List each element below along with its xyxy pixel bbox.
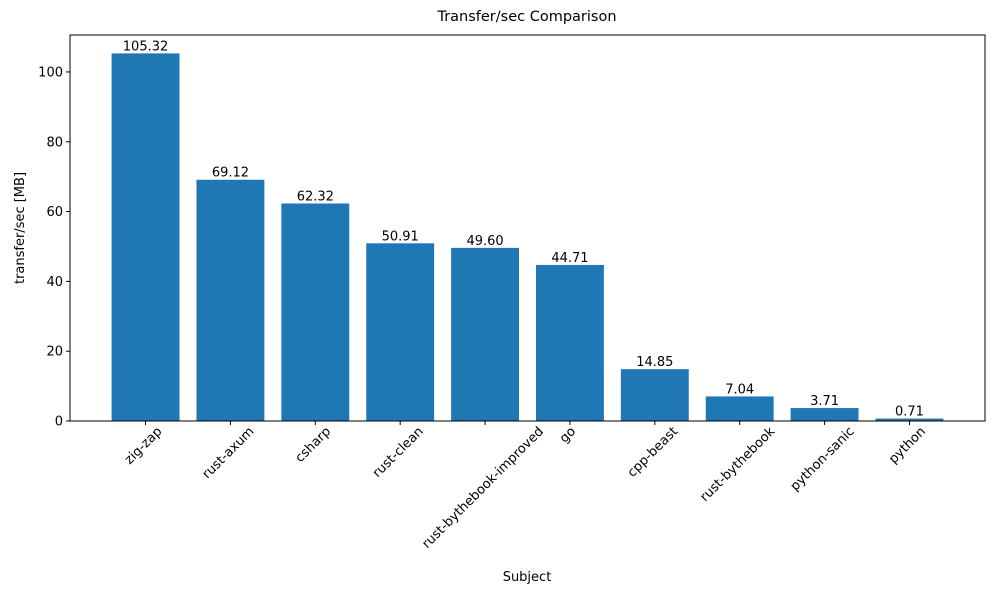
- bar: [620, 369, 689, 421]
- x-axis-label: Subject: [503, 570, 552, 585]
- x-tick-label: python-sanic: [788, 424, 858, 494]
- bar: [875, 418, 944, 421]
- value-label: 44.71: [551, 251, 588, 266]
- value-label: 14.85: [636, 355, 673, 370]
- value-label: 105.32: [123, 39, 169, 54]
- value-label: 50.91: [382, 229, 419, 244]
- value-label: 49.60: [466, 234, 503, 249]
- x-tick-label: rust-bythebook: [697, 424, 778, 505]
- bar: [111, 53, 180, 421]
- value-label: 62.32: [297, 189, 334, 204]
- x-tick-label: cpp-beast: [625, 424, 681, 480]
- y-tick-label: 100: [38, 65, 63, 80]
- value-label: 69.12: [212, 166, 249, 181]
- value-label: 7.04: [725, 382, 754, 397]
- x-tick-label: rust-clean: [370, 424, 427, 481]
- x-tick-label: python: [886, 424, 929, 467]
- bar: [281, 203, 350, 421]
- value-label: 3.71: [810, 394, 839, 409]
- y-tick-label: 80: [46, 135, 63, 150]
- y-tick-label: 60: [46, 205, 63, 220]
- bar: [451, 247, 520, 421]
- value-label: 0.71: [895, 405, 924, 420]
- x-tick-label: csharp: [293, 424, 335, 466]
- x-tick-label: rust-bythebook-improved: [419, 424, 546, 551]
- bar: [535, 264, 604, 421]
- y-tick-label: 20: [46, 345, 63, 360]
- y-tick-label: 0: [55, 415, 63, 430]
- bar: [705, 396, 774, 421]
- plot-frame: [69, 34, 986, 422]
- x-tick-label: zig-zap: [122, 424, 165, 467]
- x-tick-label: rust-axum: [200, 424, 258, 482]
- bar: [196, 179, 265, 421]
- x-tick-label: go: [557, 424, 579, 446]
- chart-title: Transfer/sec Comparison: [436, 9, 616, 25]
- bar: [790, 408, 859, 421]
- y-tick-label: 40: [46, 275, 63, 290]
- y-axis-label: transfer/sec [MB]: [13, 172, 28, 284]
- bar: [366, 243, 435, 421]
